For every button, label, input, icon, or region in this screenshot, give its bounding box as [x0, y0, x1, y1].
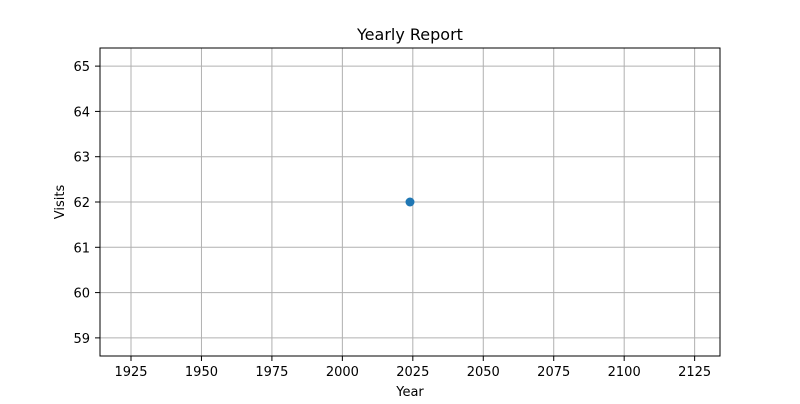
y-axis-label: Visits	[53, 185, 68, 220]
data-point	[405, 197, 415, 207]
x-tick-label: 2125	[678, 365, 711, 380]
y-tick-label: 62	[73, 196, 90, 211]
x-tick-label: 1950	[185, 365, 218, 380]
y-tick-label: 61	[73, 241, 90, 256]
x-tick-label: 2050	[467, 365, 500, 380]
x-tick-label: 2100	[608, 365, 641, 380]
y-tick-label: 63	[73, 151, 90, 166]
chart-title: Yearly Report	[356, 25, 463, 44]
x-axis-ticks: 1925 1950 1975 2000 2025 2050 2075 2100 2125	[114, 356, 711, 380]
x-tick-label: 2025	[396, 365, 429, 380]
data-points	[405, 197, 415, 207]
x-tick-label: 1975	[255, 365, 288, 380]
x-tick-label: 2075	[537, 365, 570, 380]
y-tick-label: 60	[73, 287, 90, 302]
y-axis-ticks: 59 60 61 62 63 64 65	[73, 60, 100, 347]
x-axis-label: Year	[395, 385, 424, 400]
x-tick-label: 2000	[326, 365, 359, 380]
y-tick-label: 65	[73, 60, 90, 75]
y-tick-label: 59	[73, 332, 90, 347]
y-tick-label: 64	[73, 105, 90, 120]
x-tick-label: 1925	[114, 365, 147, 380]
